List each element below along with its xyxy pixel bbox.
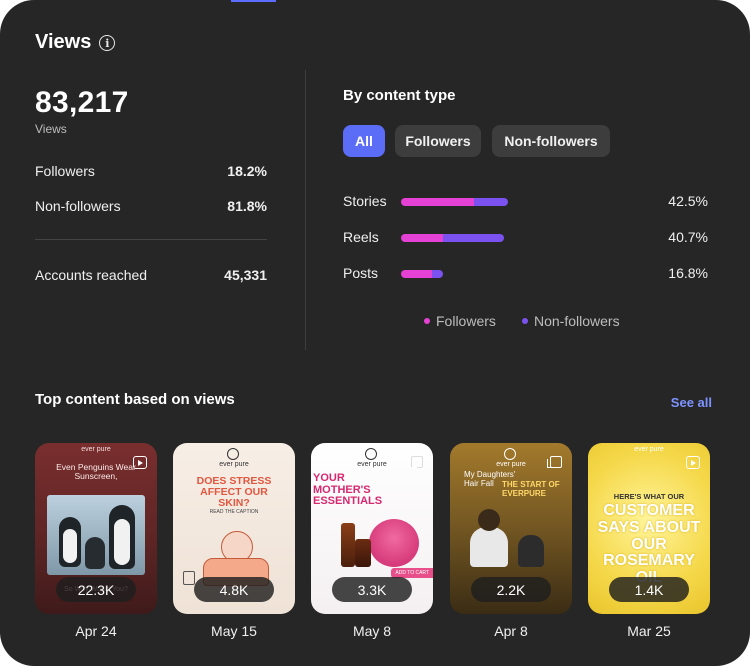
content-type-title: By content type bbox=[343, 87, 456, 104]
followers-bar-segment bbox=[401, 234, 443, 242]
followers-bar-segment bbox=[401, 270, 432, 278]
non-followers-legend-dot bbox=[522, 318, 528, 324]
title-row: Views i bbox=[35, 31, 116, 54]
followers-label: Followers bbox=[35, 163, 95, 179]
see-all-link[interactable]: See all bbox=[670, 395, 712, 410]
followers-stat: Followers 18.2% bbox=[35, 163, 267, 179]
bottle-image bbox=[355, 539, 371, 567]
thumbnail-caption: ADD TO CART bbox=[391, 568, 433, 578]
page-title: Views bbox=[35, 31, 92, 53]
non-followers-bar-segment bbox=[431, 270, 444, 278]
filter-non-followers-chip[interactable]: Non-followers bbox=[492, 125, 610, 157]
views-count-pill: 4.8K bbox=[194, 577, 274, 602]
thumbnail-headline: HERE'S WHAT OUR bbox=[613, 492, 685, 501]
top-content-thumbnail[interactable]: ever pure My Daughters' Hair Fall THE ST… bbox=[450, 443, 572, 614]
illustration-head bbox=[221, 531, 253, 563]
child-image bbox=[518, 535, 544, 567]
brand-logo: ever pure bbox=[496, 461, 526, 468]
brand-mark bbox=[504, 448, 516, 460]
carousel-icon bbox=[547, 456, 562, 468]
accounts-reached-stat: Accounts reached 45,331 bbox=[35, 267, 267, 283]
accounts-reached-value: 45,331 bbox=[224, 267, 267, 283]
top-content-thumbnail[interactable]: ever pure YOUR MOTHER'S ESSENTIALS ADD T… bbox=[311, 443, 433, 614]
accounts-reached-label: Accounts reached bbox=[35, 267, 148, 283]
brand-mark bbox=[365, 448, 377, 460]
content-type-label: Reels bbox=[343, 229, 379, 245]
reel-icon bbox=[133, 456, 147, 469]
top-content-thumbnail[interactable]: ever pure HERE'S WHAT OUR CUSTOMER SAYS … bbox=[588, 443, 710, 614]
brand-logo: ever pure bbox=[219, 461, 249, 468]
person-image bbox=[470, 527, 508, 567]
brand-logo: ever pure bbox=[81, 446, 111, 453]
person-head bbox=[478, 509, 500, 531]
non-followers-label: Non-followers bbox=[35, 198, 121, 214]
views-count-pill: 2.2K bbox=[471, 577, 551, 602]
content-type-label: Stories bbox=[343, 193, 387, 209]
brand-mark bbox=[227, 448, 239, 460]
legend-label: Non-followers bbox=[534, 313, 620, 329]
penguins-image bbox=[47, 495, 145, 575]
content-type-row-stories: Stories 42.5% bbox=[343, 193, 708, 213]
content-date: Apr 24 bbox=[75, 623, 117, 639]
content-type-percent: 42.5% bbox=[668, 193, 708, 209]
non-followers-bar-segment bbox=[442, 234, 504, 242]
views-count-pill: 1.4K bbox=[609, 577, 689, 602]
non-followers-bar-segment bbox=[473, 198, 509, 206]
column-divider bbox=[305, 70, 306, 350]
legend-non-followers: Non-followers bbox=[522, 313, 620, 329]
content-type-percent: 40.7% bbox=[668, 229, 708, 245]
followers-bar-segment bbox=[401, 198, 474, 206]
followers-legend-dot bbox=[424, 318, 430, 324]
brand-logo: ever pure bbox=[357, 461, 387, 468]
non-followers-value: 81.8% bbox=[227, 198, 267, 214]
top-content-thumbnail[interactable]: ever pure DOES STRESS AFFECT OUR SKIN? R… bbox=[173, 443, 295, 614]
thumbnail-caption: READ THE CAPTION bbox=[209, 509, 259, 515]
content-date: Mar 25 bbox=[627, 623, 671, 639]
content-date: May 15 bbox=[211, 623, 257, 639]
info-icon[interactable]: i bbox=[99, 35, 116, 51]
filter-all-chip[interactable]: All bbox=[343, 125, 385, 157]
views-count-pill: 3.3K bbox=[332, 577, 412, 602]
content-type-label: Posts bbox=[343, 265, 379, 281]
carousel-icon bbox=[408, 456, 423, 468]
views-count-pill: 22.3K bbox=[56, 577, 136, 602]
top-content-title: Top content based on views bbox=[35, 391, 235, 408]
brand-logo: ever pure bbox=[634, 446, 664, 453]
followers-value: 18.2% bbox=[227, 163, 267, 179]
thumbnail-caption: THE START OF EVERPURE bbox=[502, 480, 560, 499]
illustration-cup bbox=[183, 571, 195, 585]
content-type-percent: 16.8% bbox=[668, 265, 708, 281]
total-views-label: Views bbox=[35, 122, 67, 136]
thumbnail-headline: My Daughters' Hair Fall bbox=[464, 470, 516, 489]
flowers-image bbox=[369, 519, 419, 567]
filter-followers-chip[interactable]: Followers bbox=[395, 125, 481, 157]
thumbnail-caption: CUSTOMER SAYS ABOUT OUR ROSEMARY OIL bbox=[597, 502, 701, 586]
total-views-value: 83,217 bbox=[35, 86, 129, 119]
reel-icon bbox=[686, 456, 700, 469]
thumbnail-headline: Even Penguins Wear Sunscreen, bbox=[56, 462, 136, 481]
content-date: May 8 bbox=[352, 623, 392, 639]
thumbnail-headline: DOES STRESS AFFECT OUR SKIN? bbox=[196, 475, 272, 510]
divider bbox=[35, 239, 267, 240]
thumbnail-headline: YOUR MOTHER'S ESSENTIALS bbox=[313, 472, 383, 508]
top-content-thumbnail[interactable]: ever pure Even Penguins Wear Sunscreen, … bbox=[35, 443, 157, 614]
content-type-row-reels: Reels 40.7% bbox=[343, 229, 708, 249]
content-date: Apr 8 bbox=[494, 623, 528, 639]
non-followers-stat: Non-followers 81.8% bbox=[35, 198, 267, 214]
legend-followers: Followers bbox=[424, 313, 496, 329]
tab-indicator bbox=[231, 0, 276, 2]
legend-label: Followers bbox=[436, 313, 496, 329]
bottle-image bbox=[341, 523, 355, 567]
content-type-row-posts: Posts 16.8% bbox=[343, 265, 708, 285]
